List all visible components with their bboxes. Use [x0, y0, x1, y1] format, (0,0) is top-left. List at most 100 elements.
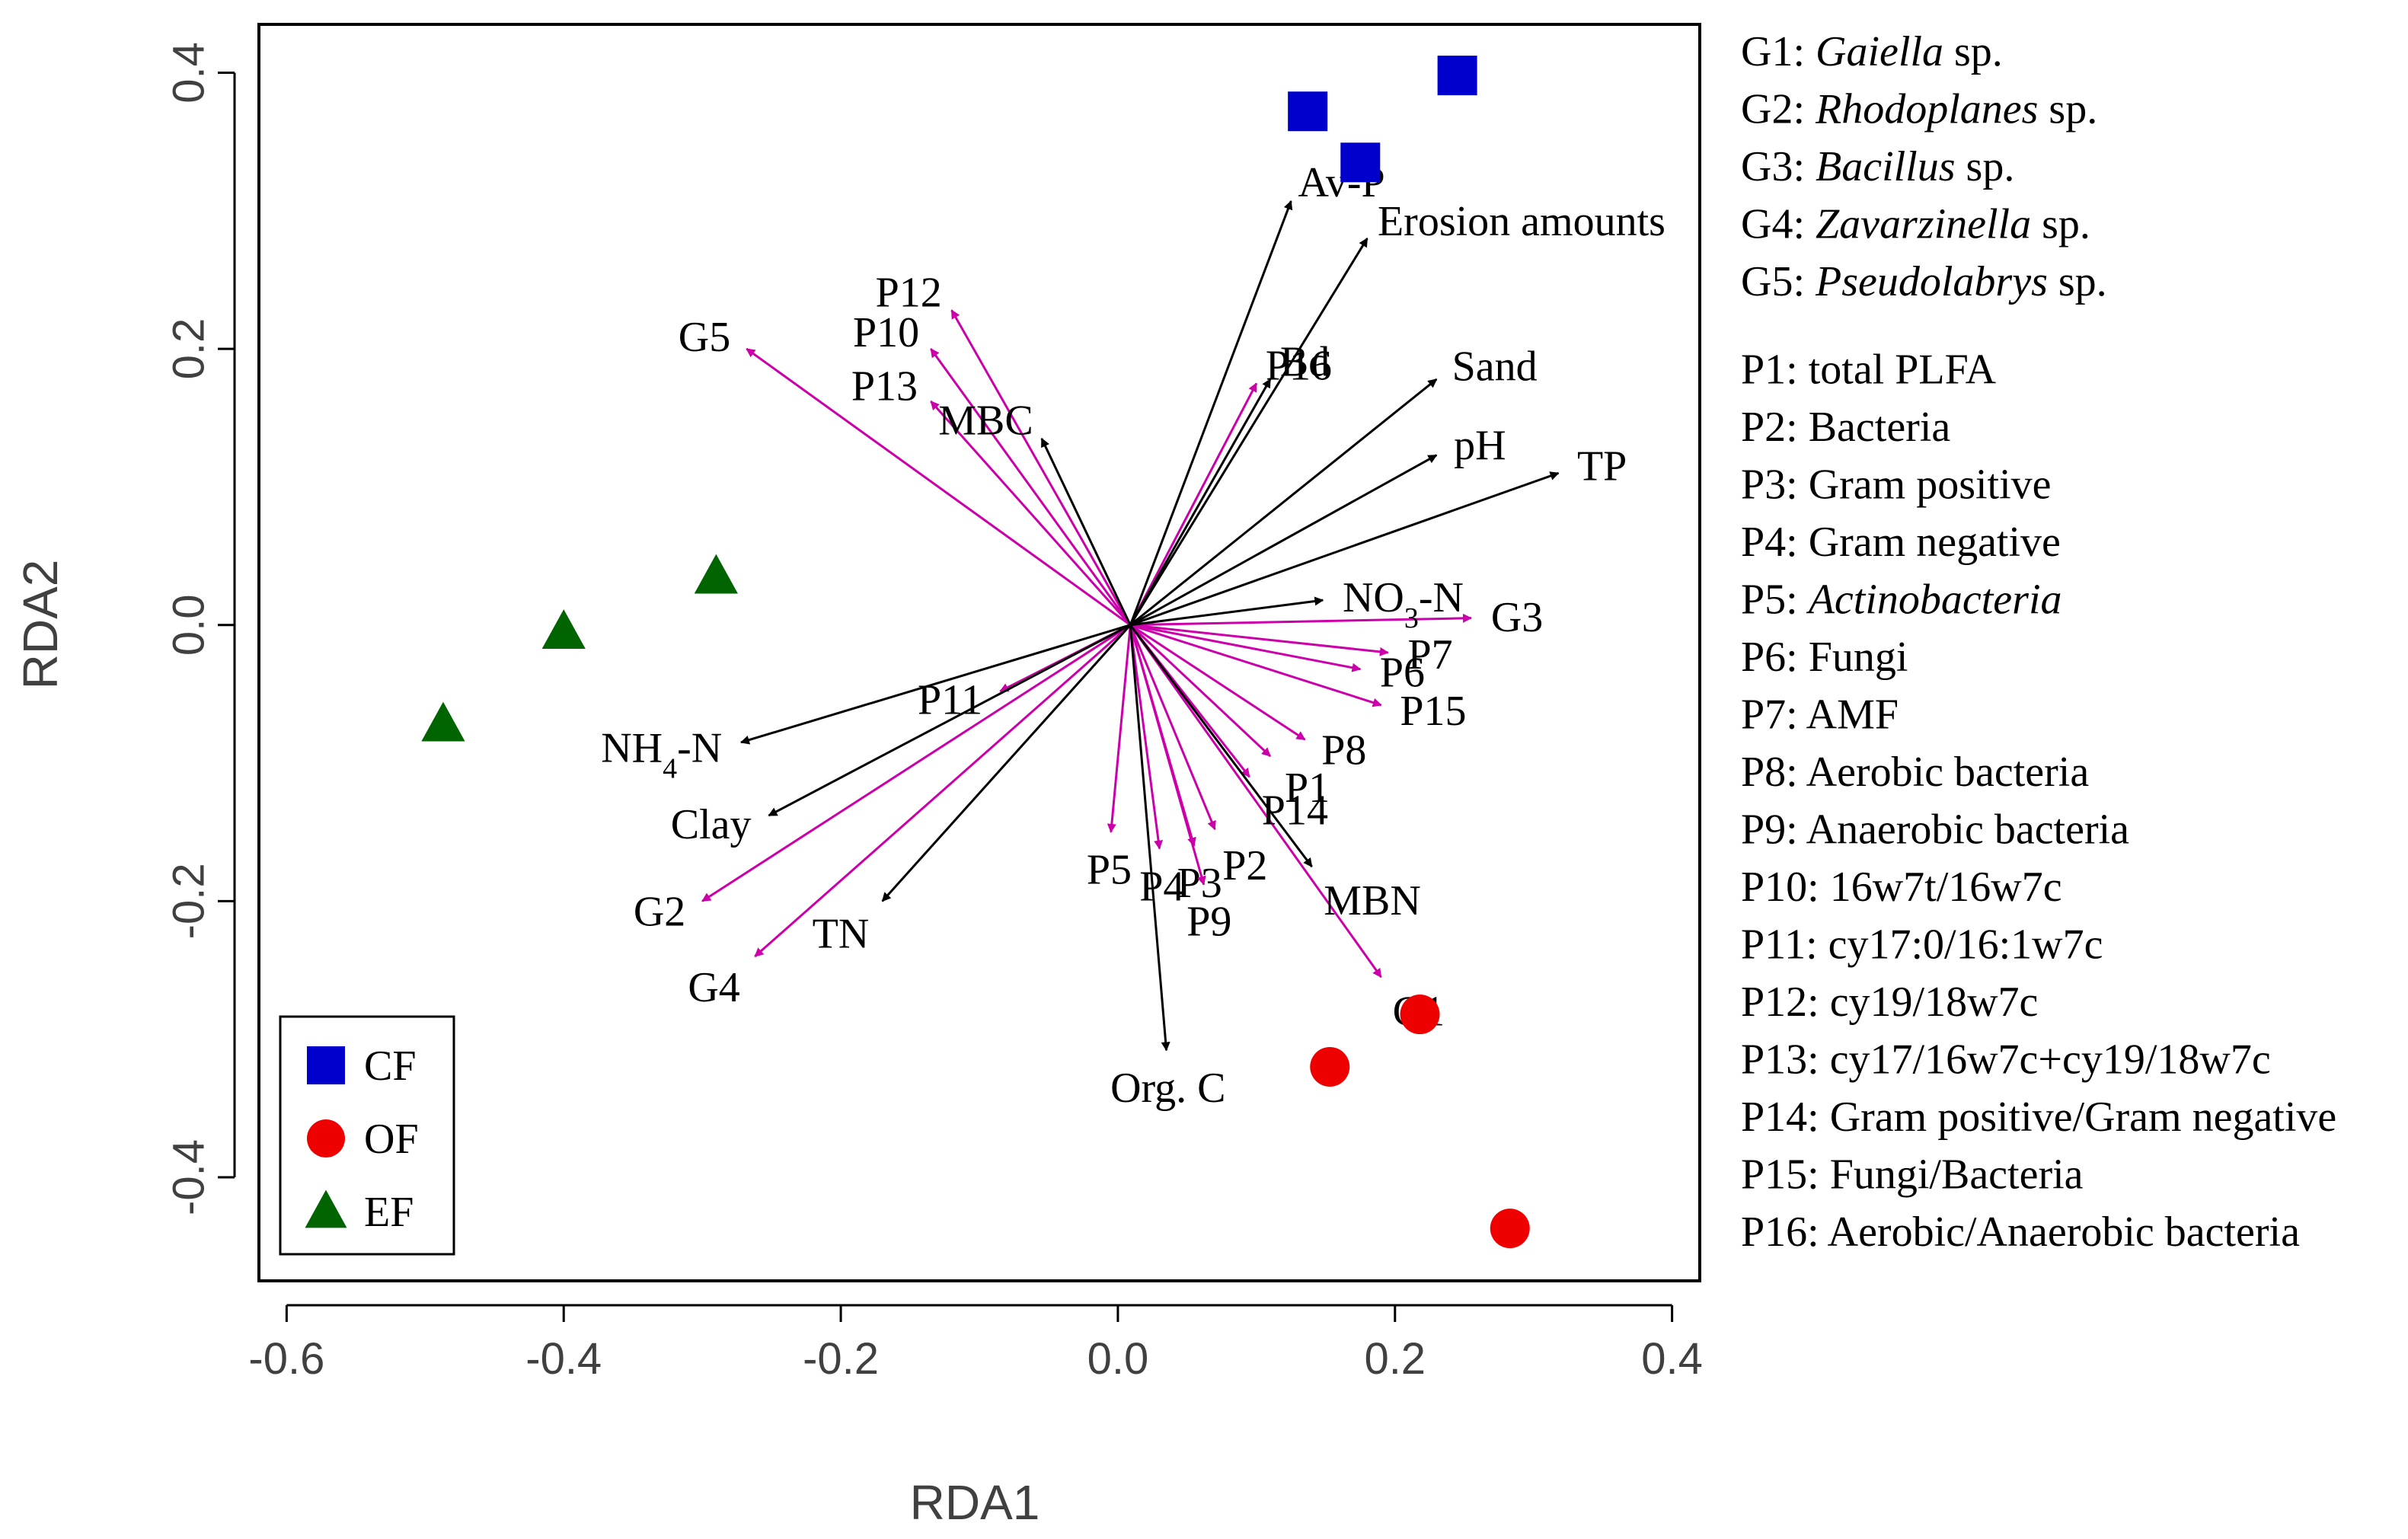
env-vector-no3-n — [1130, 596, 1324, 627]
key-entry-g1: G1: Gaiella sp. — [1741, 28, 2003, 75]
x-tick-label: -0.4 — [525, 1334, 602, 1384]
env-vector-tn — [881, 624, 1132, 902]
vector-label-p7: P7 — [1408, 631, 1453, 679]
vector-label-p1: P1 — [1285, 765, 1330, 812]
key-entry-p16: P16: Aerobic/Anaerobic bacteria — [1741, 1209, 2300, 1256]
bio-vector-p16 — [1129, 382, 1258, 626]
bio-vector-g3 — [1130, 613, 1473, 627]
vector-label-tn: TN — [813, 911, 870, 958]
point-of-2 — [1310, 1046, 1350, 1087]
bio-vector-p4 — [1129, 624, 1164, 850]
bio-vector-g4 — [754, 624, 1132, 958]
env-vector-nh4-n — [739, 624, 1131, 745]
point-of-1 — [1400, 995, 1440, 1035]
key-entry-g5: G5: Pseudolabrys sp. — [1741, 258, 2107, 305]
key-entry-p15: P15: Fungi/Bacteria — [1741, 1151, 2084, 1199]
y-tick-label: -0.2 — [164, 863, 214, 939]
key-entry-p6: P6: Fungi — [1741, 634, 1908, 681]
bio-vector-p9 — [1129, 624, 1206, 886]
bio-vector-g1 — [1129, 624, 1382, 979]
point-cf-1 — [1288, 91, 1328, 132]
vector-label-p11: P11 — [918, 677, 982, 724]
vector-label-g5: G5 — [679, 314, 730, 361]
vector-label-p5: P5 — [1087, 847, 1132, 894]
vector-label-erosion-amounts: Erosion amounts — [1378, 198, 1665, 245]
bio-vector-g5 — [746, 347, 1132, 626]
key-entry-p11: P11: cy17:0/16:1w7c — [1741, 921, 2103, 969]
x-tick-label: 0.0 — [1087, 1334, 1149, 1384]
key-entry-p4: P4: Gram negative — [1741, 519, 2061, 566]
key-entry-p8: P8: Aerobic bacteria — [1741, 749, 2089, 796]
env-vector-av-p — [1129, 200, 1293, 626]
plot-frame — [257, 23, 1701, 1282]
vector-label-tp: TP — [1577, 443, 1627, 490]
y-tick-label: 0.0 — [164, 594, 214, 656]
key-entry-p1: P1: total PLFA — [1741, 346, 1997, 394]
key-entry-g4: G4: Zavarzinella sp. — [1741, 201, 2090, 248]
point-ef-3 — [421, 701, 465, 742]
bio-vector-g2 — [701, 624, 1132, 902]
x-tick-label: -0.6 — [248, 1334, 324, 1384]
vector-label-p13: P13 — [851, 363, 918, 410]
vector-label-sand: Sand — [1452, 343, 1538, 391]
env-vector-bd — [1129, 378, 1272, 626]
legend-label-cf: CF — [364, 1042, 417, 1090]
vector-label-mbn: MBN — [1324, 877, 1421, 924]
x-tick-label: -0.2 — [803, 1334, 879, 1384]
key-entry-p12: P12: cy19/18w7c — [1741, 979, 2038, 1026]
legend-marker-of — [307, 1119, 345, 1157]
y-tick-label: -0.4 — [164, 1139, 214, 1215]
bio-vector-p8 — [1129, 624, 1306, 741]
vector-label-p15: P15 — [1400, 688, 1466, 735]
vectors: G1G2G3G4G5P1P2P3P4P5P6P7P8P9P10P11P12P13… — [601, 159, 1665, 1112]
vector-label-p6: P6 — [1380, 650, 1425, 697]
key-entry-g2: G2: Rhodoplanes sp. — [1741, 86, 2097, 133]
vector-label-p2: P2 — [1222, 842, 1267, 889]
key-entry-p7: P7: AMF — [1741, 691, 1899, 739]
env-vector-clay — [768, 624, 1131, 817]
env-vector-sand — [1129, 378, 1438, 626]
bio-vector-p15 — [1129, 624, 1382, 707]
env-vector-ph — [1129, 454, 1438, 627]
env-vector-erosion-amounts — [1129, 238, 1368, 626]
vector-label-mbc: MBC — [938, 397, 1033, 444]
legend-label-of: OF — [364, 1116, 419, 1163]
x-tick-label: 0.4 — [1641, 1334, 1703, 1384]
vector-label-bd: Bd — [1280, 338, 1330, 385]
bio-vector-p12 — [950, 309, 1132, 626]
site-points — [421, 56, 1530, 1249]
vector-label-p9: P9 — [1186, 899, 1231, 946]
legend-marker-cf — [307, 1046, 345, 1084]
x-tick-label: 0.2 — [1364, 1334, 1426, 1384]
bio-vector-p10 — [930, 348, 1132, 626]
env-vector-mbn — [1129, 624, 1313, 868]
vector-label-p14: P14 — [1262, 787, 1328, 835]
axes: -0.6 -0.4 -0.2 0.0 0.2 0.4 -0.4 -0.2 0.0 0.2 0.4 RD… — [13, 23, 1703, 1530]
point-ef-1 — [694, 554, 738, 594]
env-vector-mbc — [1040, 437, 1132, 626]
point-cf-2 — [1340, 142, 1381, 183]
vector-label-g4: G4 — [688, 964, 739, 1011]
bio-vector-p13 — [930, 401, 1132, 626]
env-vector-tp — [1129, 471, 1560, 627]
bio-vector-p2 — [1129, 624, 1216, 831]
vector-label-no3-n: NO3-N — [1343, 574, 1464, 634]
key-entry-p14: P14: Gram positive/Gram negative — [1741, 1094, 2336, 1141]
key-entry-p13: P13: cy17/16w7c+cy19/18w7c — [1741, 1036, 2271, 1084]
key-entry-g3: G3: Bacillus sp. — [1741, 143, 2014, 190]
bio-vector-p5 — [1107, 624, 1132, 833]
env-vector-org-c — [1129, 624, 1170, 1052]
bio-vector-p1 — [1129, 624, 1272, 758]
bio-vector-p6 — [1130, 624, 1362, 672]
vector-label-org-c: Org. C — [1110, 1065, 1225, 1112]
key-entry-p5: P5: Actinobacteria — [1741, 576, 2062, 624]
key-entry-p3: P3: Gram positive — [1741, 461, 2052, 509]
vector-label-p10: P10 — [853, 309, 919, 356]
vector-label-ph: pH — [1454, 422, 1506, 469]
point-of-3 — [1490, 1209, 1530, 1249]
x-axis-title: RDA1 — [910, 1475, 1040, 1530]
key-entry-p9: P9: Anaerobic bacteria — [1741, 806, 2129, 854]
vector-label-p12: P12 — [876, 270, 942, 317]
legend-marker-ef — [305, 1189, 347, 1228]
